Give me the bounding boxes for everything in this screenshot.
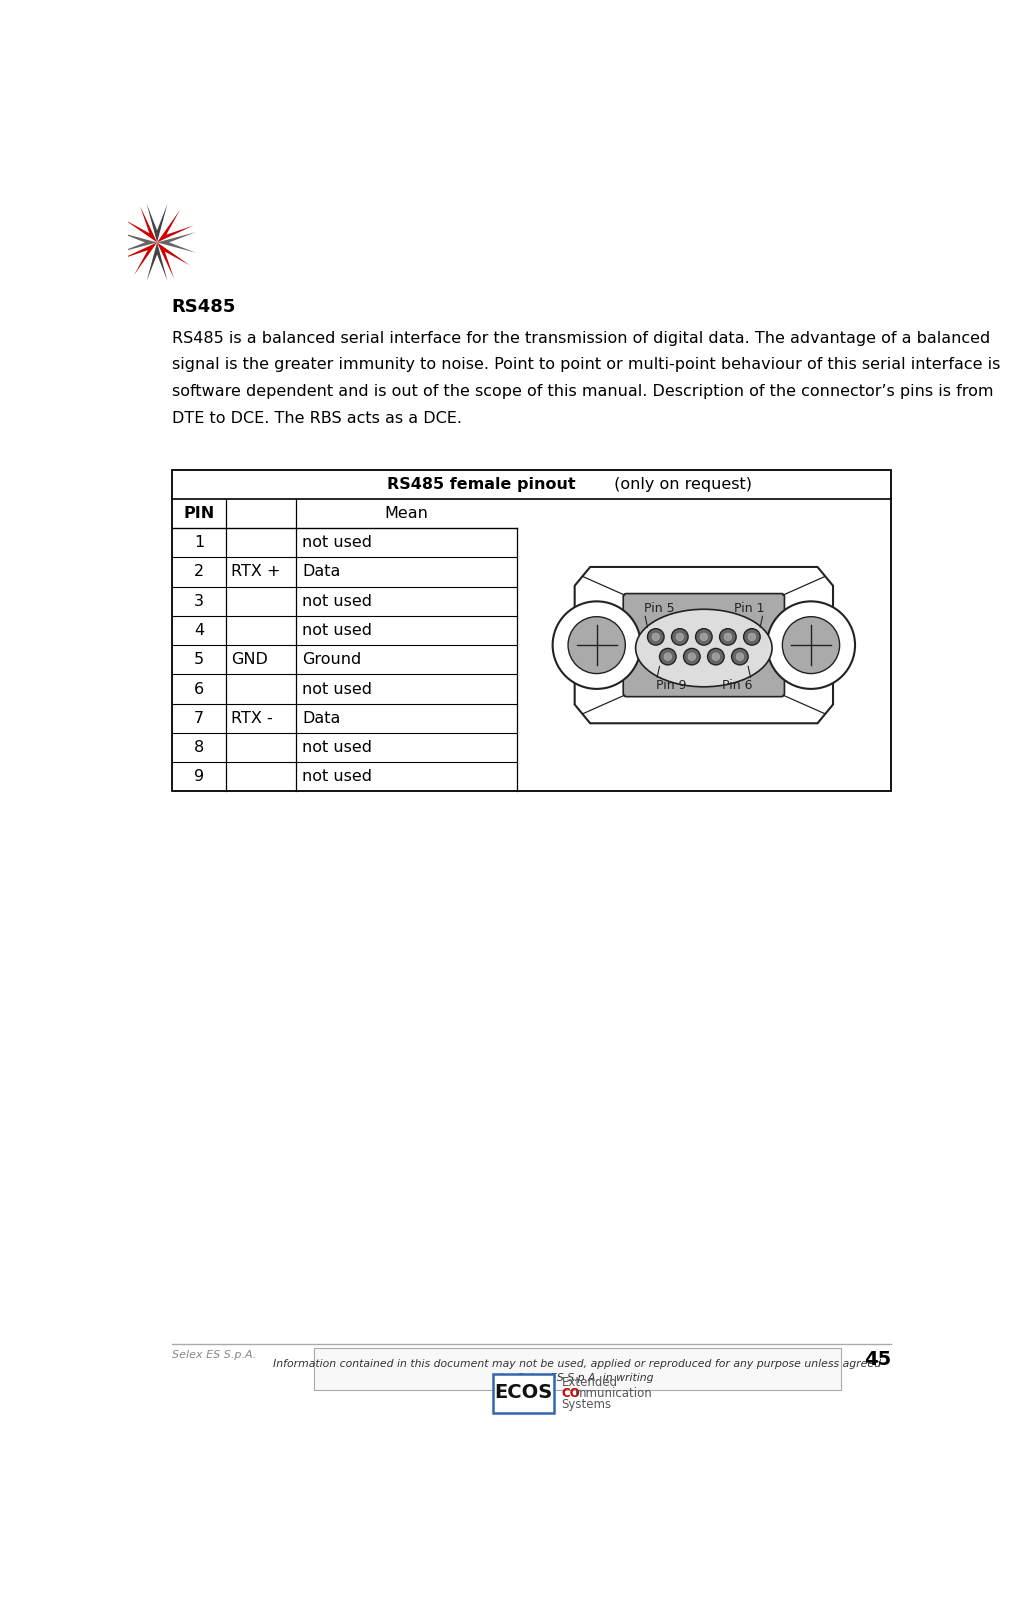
Circle shape [782, 617, 839, 673]
Circle shape [743, 628, 761, 644]
Circle shape [683, 649, 700, 665]
Text: PIN: PIN [184, 507, 214, 521]
Text: by Selex ES S.p.A. in writing: by Selex ES S.p.A. in writing [500, 1372, 653, 1383]
Text: CO: CO [562, 1387, 580, 1399]
Text: RTX +: RTX + [231, 564, 280, 579]
Text: 3: 3 [194, 593, 204, 609]
Text: RS485 female pinout: RS485 female pinout [387, 476, 576, 492]
Polygon shape [118, 232, 157, 253]
Text: not used: not used [302, 624, 372, 638]
Polygon shape [147, 204, 167, 242]
Circle shape [568, 617, 625, 673]
Text: Pin 9: Pin 9 [655, 678, 686, 692]
Circle shape [647, 628, 664, 644]
Circle shape [652, 633, 660, 641]
Text: not used: not used [302, 741, 372, 755]
Text: Systems: Systems [562, 1398, 612, 1411]
Text: not used: not used [302, 593, 372, 609]
Circle shape [748, 633, 756, 641]
Text: GND: GND [231, 652, 268, 667]
Circle shape [712, 652, 720, 660]
Circle shape [767, 601, 855, 689]
Polygon shape [575, 567, 833, 723]
Text: 45: 45 [864, 1350, 891, 1369]
Text: 5: 5 [194, 652, 204, 667]
Polygon shape [147, 242, 167, 281]
Text: not used: not used [302, 535, 372, 550]
Text: 1: 1 [194, 535, 204, 550]
Circle shape [672, 628, 688, 644]
Circle shape [736, 652, 743, 660]
Text: not used: not used [302, 681, 372, 697]
Bar [172, 470, 891, 792]
Text: (only on request): (only on request) [609, 476, 751, 492]
Text: 2: 2 [194, 564, 204, 579]
Text: RS485 is a balanced serial interface for the transmission of digital data. The a: RS485 is a balanced serial interface for… [172, 330, 990, 346]
Text: RTX -: RTX - [231, 710, 273, 726]
Circle shape [720, 628, 736, 644]
Text: ECOS: ECOS [494, 1382, 552, 1401]
Text: 8: 8 [194, 741, 204, 755]
Circle shape [708, 649, 724, 665]
Text: Pin 6: Pin 6 [722, 678, 752, 692]
Polygon shape [120, 242, 157, 276]
Text: 7: 7 [194, 710, 204, 726]
Text: DTE to DCE. The RBS acts as a DCE.: DTE to DCE. The RBS acts as a DCE. [172, 412, 461, 426]
Text: Data: Data [302, 710, 340, 726]
Polygon shape [157, 232, 196, 253]
Bar [313, 1348, 840, 1390]
Text: not used: not used [302, 769, 372, 784]
Circle shape [660, 649, 676, 665]
Text: Pin 1: Pin 1 [733, 601, 764, 616]
Text: Extended: Extended [562, 1377, 618, 1390]
Text: Mean: Mean [384, 507, 428, 521]
Circle shape [732, 649, 748, 665]
Ellipse shape [636, 609, 772, 686]
Text: software dependent and is out of the scope of this manual. Description of the co: software dependent and is out of the sco… [172, 385, 993, 399]
Circle shape [724, 633, 732, 641]
Text: 9: 9 [194, 769, 204, 784]
Polygon shape [125, 207, 157, 242]
Circle shape [700, 633, 708, 641]
Text: Data: Data [302, 564, 340, 579]
FancyBboxPatch shape [623, 593, 784, 697]
Text: Selex ES S.p.A.: Selex ES S.p.A. [172, 1350, 256, 1361]
Polygon shape [157, 242, 190, 279]
Circle shape [676, 633, 683, 641]
Text: Pin 5: Pin 5 [643, 601, 674, 616]
Text: RS485: RS485 [172, 298, 236, 316]
Text: Information contained in this document may not be used, applied or reproduced fo: Information contained in this document m… [274, 1359, 881, 1369]
Circle shape [695, 628, 712, 644]
Circle shape [688, 652, 695, 660]
Text: signal is the greater immunity to noise. Point to point or multi-point behaviour: signal is the greater immunity to noise.… [172, 357, 1001, 372]
Circle shape [664, 652, 672, 660]
Text: Ground: Ground [302, 652, 361, 667]
Circle shape [552, 601, 641, 689]
Text: mmunication: mmunication [575, 1387, 652, 1399]
Text: 4: 4 [194, 624, 204, 638]
Polygon shape [157, 210, 194, 242]
Bar [493, 1374, 553, 1412]
Text: 6: 6 [194, 681, 204, 697]
